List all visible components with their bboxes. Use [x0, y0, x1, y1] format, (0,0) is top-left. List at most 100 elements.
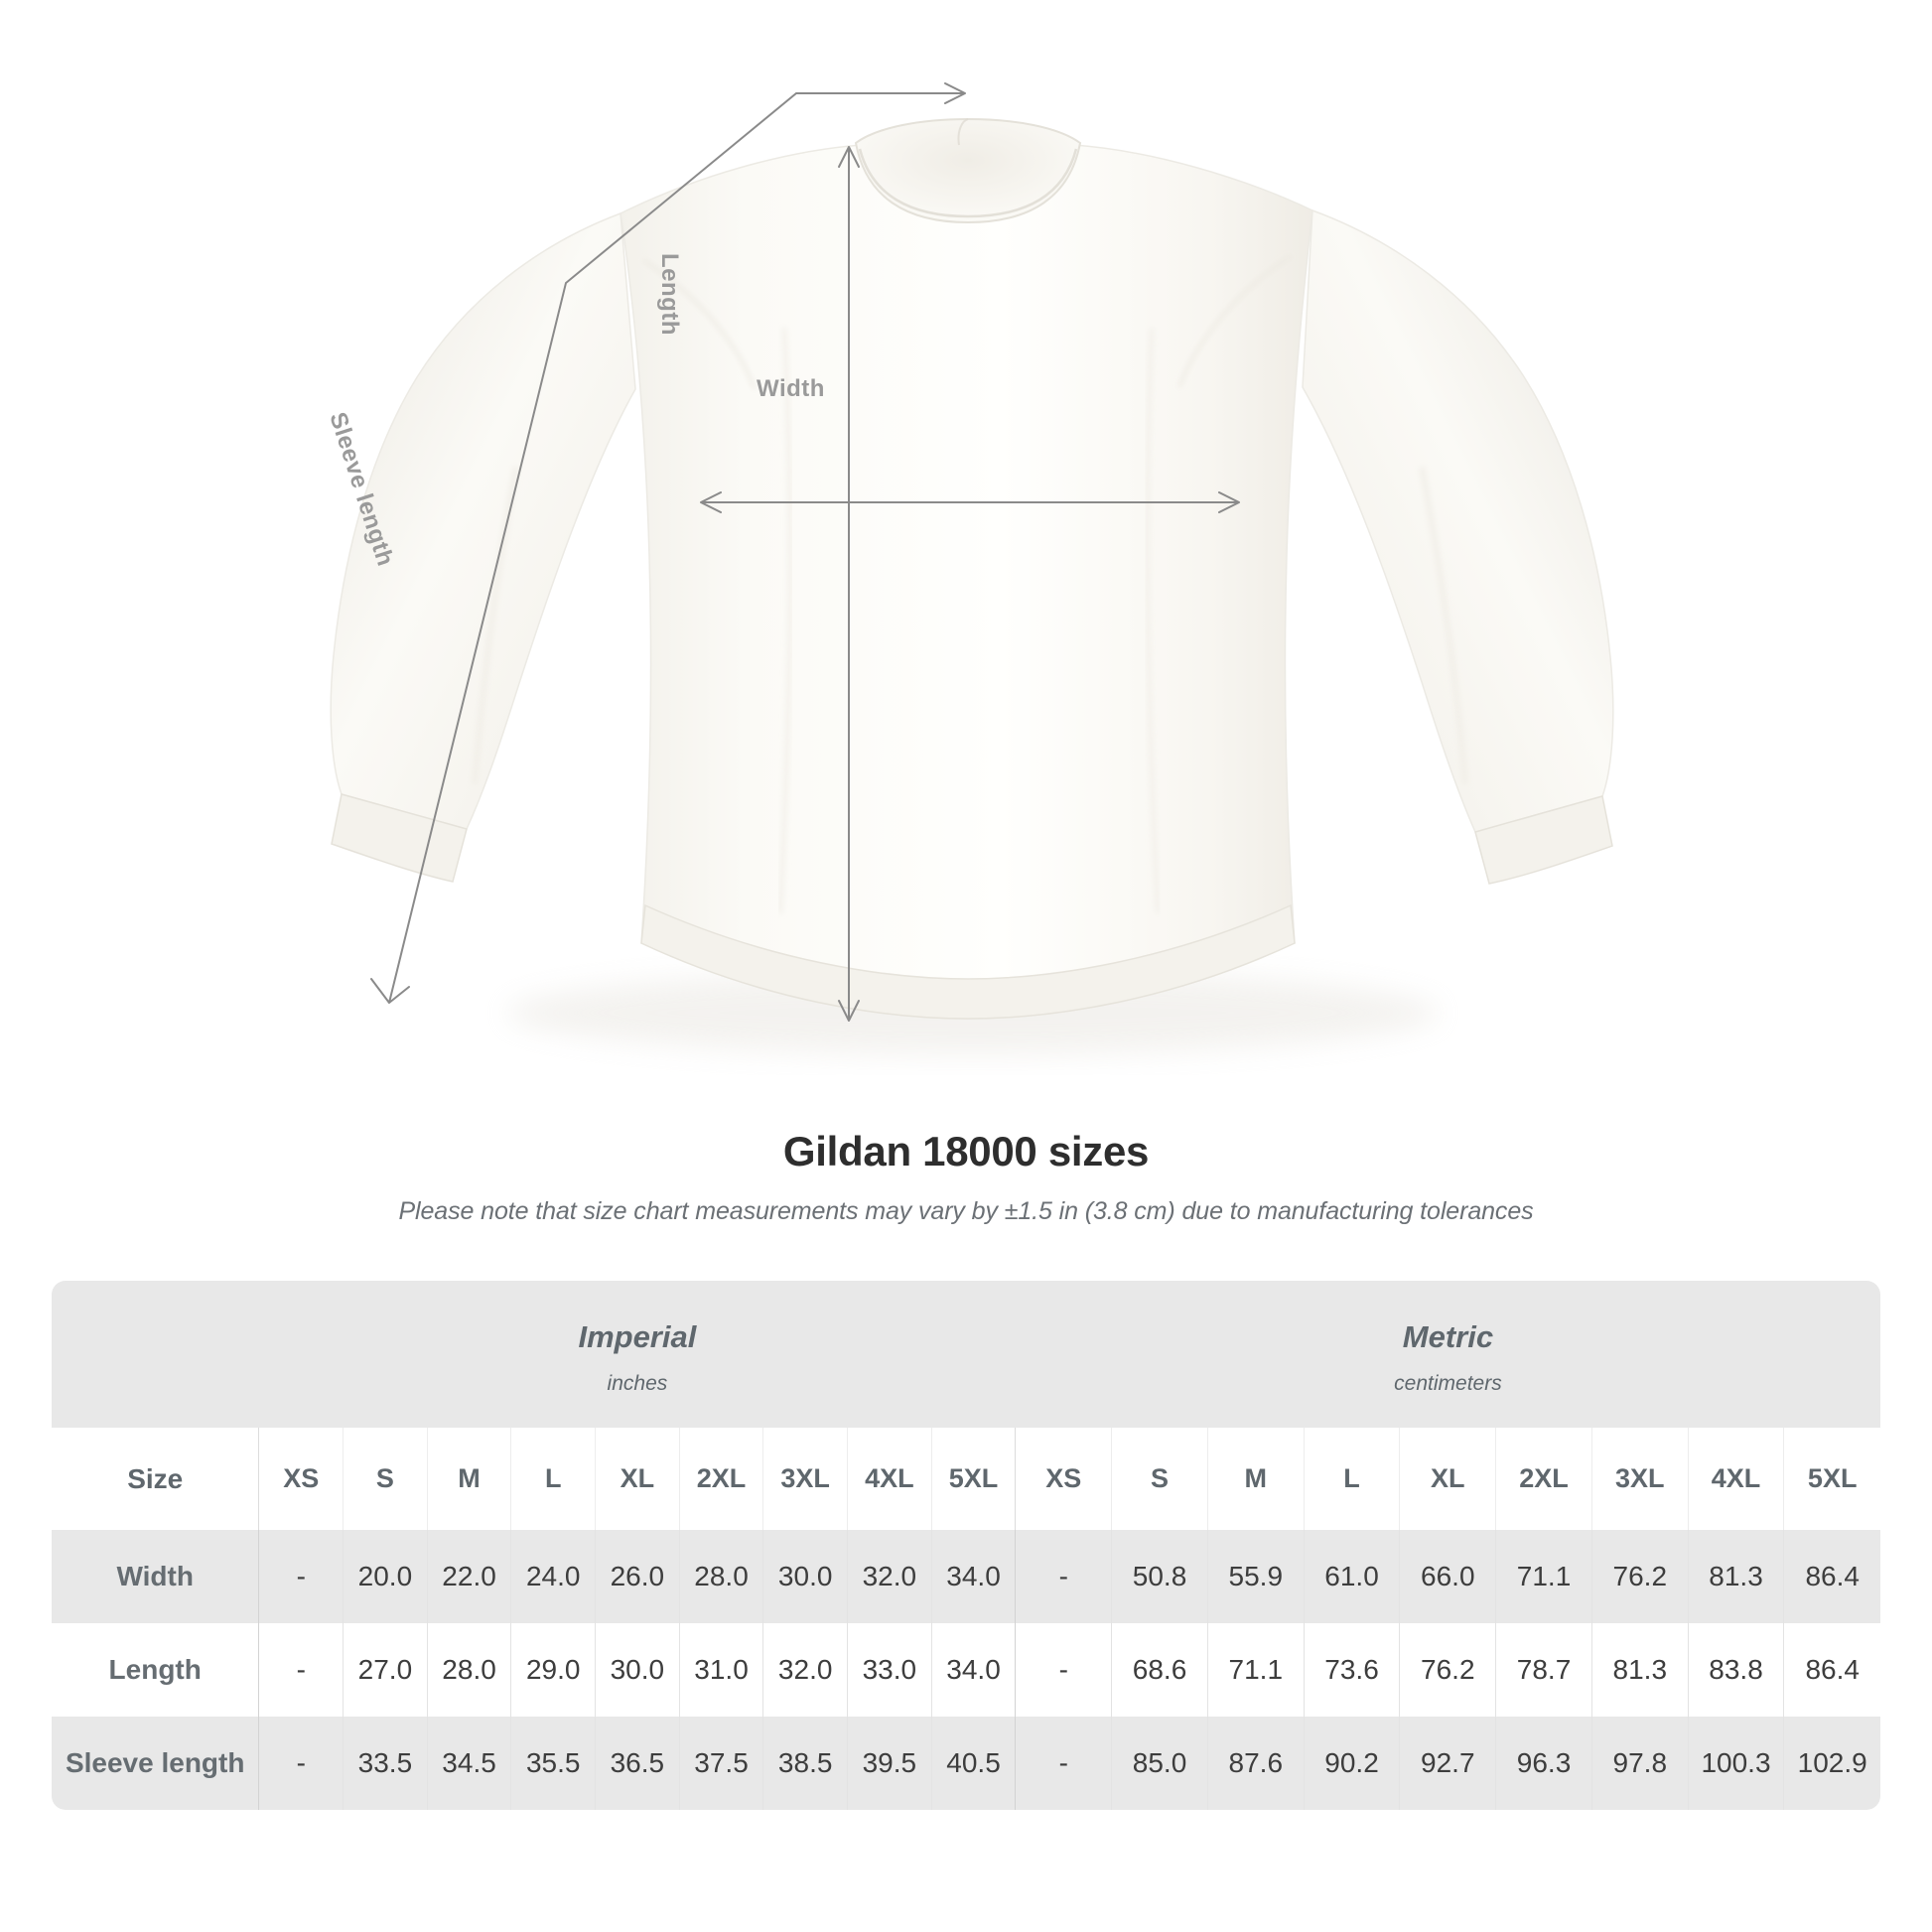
cell-length-met-2xl: 78.7: [1495, 1623, 1592, 1717]
cell-sleeve-met-3xl: 97.8: [1591, 1717, 1689, 1810]
cell-width-met-m: 55.9: [1207, 1530, 1305, 1623]
bottom-hem: [640, 903, 1296, 1020]
size-header-metric-3xl: 3XL: [1591, 1428, 1689, 1530]
page-title: Gildan 18000 sizes: [782, 1128, 1150, 1174]
cell-length-imp-4xl: 33.0: [847, 1623, 932, 1717]
sweatshirt-illustration: [330, 82, 1614, 1054]
right-sleeve: [1302, 208, 1614, 833]
collar-notch: [957, 118, 969, 146]
cell-length-imp-5xl: 34.0: [931, 1623, 1017, 1717]
cell-length-imp-3xl: 32.0: [762, 1623, 848, 1717]
left-shoulder-seam: [642, 258, 757, 390]
cell-width-imp-xs: -: [258, 1530, 345, 1623]
unit-group-row: Imperial inches Metric centimeters: [52, 1281, 1880, 1428]
cell-sleeve-met-l: 90.2: [1304, 1717, 1401, 1810]
cell-length-imp-xl: 30.0: [595, 1623, 680, 1717]
cell-width-imp-s: 20.0: [343, 1530, 428, 1623]
cell-length-met-xl: 76.2: [1399, 1623, 1497, 1717]
cell-length-met-xs: -: [1015, 1623, 1113, 1717]
size-table: Imperial inches Metric centimeters Size …: [52, 1281, 1880, 1810]
header-size-label: Size: [52, 1428, 260, 1530]
cell-length-met-m: 71.1: [1207, 1623, 1305, 1717]
cell-length-imp-s: 27.0: [343, 1623, 428, 1717]
collar-seam: [858, 148, 1078, 218]
cell-width-imp-4xl: 32.0: [847, 1530, 932, 1623]
unit-imperial-name: Imperial: [578, 1318, 697, 1354]
cell-width-imp-2xl: 28.0: [679, 1530, 764, 1623]
size-header-metric-4xl: 4XL: [1688, 1428, 1785, 1530]
size-header-metric-m: M: [1207, 1428, 1305, 1530]
sleeve-measure-line: [370, 82, 966, 1004]
cell-length-met-s: 68.6: [1111, 1623, 1208, 1717]
cell-length-imp-m: 28.0: [427, 1623, 512, 1717]
cell-sleeve-imp-xs: -: [258, 1717, 345, 1810]
size-header-row: Size XS S M L XL 2XL 3XL 4XL 5XL XS S M …: [52, 1428, 1880, 1530]
tolerance-note: Please note that size chart measurements…: [398, 1197, 1534, 1225]
cell-length-imp-xs: -: [258, 1623, 345, 1717]
garment-diagram: Length Width Sleeve length: [324, 82, 1614, 1054]
cell-sleeve-met-xl: 92.7: [1399, 1717, 1497, 1810]
cell-width-imp-5xl: 34.0: [931, 1530, 1017, 1623]
cell-width-imp-3xl: 30.0: [762, 1530, 848, 1623]
size-header-imperial-3xl: 3XL: [762, 1428, 848, 1530]
cell-sleeve-met-s: 85.0: [1111, 1717, 1208, 1810]
cell-sleeve-met-2xl: 96.3: [1495, 1717, 1592, 1810]
width-dimension-label: Width: [757, 375, 825, 402]
collar: [854, 117, 1082, 224]
garment-body: [620, 144, 1313, 1020]
cell-sleeve-imp-l: 35.5: [510, 1717, 597, 1810]
size-header-metric-xl: XL: [1399, 1428, 1497, 1530]
cell-sleeve-imp-5xl: 40.5: [931, 1717, 1017, 1810]
size-header-imperial-l: L: [510, 1428, 597, 1530]
right-cuff: [1474, 795, 1613, 885]
cell-sleeve-imp-2xl: 37.5: [679, 1717, 764, 1810]
size-header-metric-l: L: [1304, 1428, 1401, 1530]
cell-width-met-4xl: 81.3: [1688, 1530, 1785, 1623]
unit-group-imperial: Imperial inches: [258, 1281, 1016, 1428]
size-header-imperial-2xl: 2XL: [679, 1428, 764, 1530]
cell-sleeve-met-5xl: 102.9: [1783, 1717, 1880, 1810]
size-header-imperial-s: S: [343, 1428, 428, 1530]
left-sleeve: [330, 211, 636, 830]
cell-sleeve-met-m: 87.6: [1207, 1717, 1305, 1810]
length-dimension-label: Length: [656, 253, 683, 336]
left-cuff: [331, 793, 468, 883]
size-header-metric-5xl: 5XL: [1783, 1428, 1880, 1530]
size-header-imperial-xl: XL: [595, 1428, 680, 1530]
size-header-imperial-m: M: [427, 1428, 512, 1530]
cell-sleeve-met-xs: -: [1015, 1717, 1113, 1810]
cell-width-met-2xl: 71.1: [1495, 1530, 1592, 1623]
right-shoulder-seam: [1177, 254, 1292, 388]
cell-width-met-5xl: 86.4: [1783, 1530, 1880, 1623]
row-label-width: Width: [52, 1530, 260, 1623]
size-header-imperial-4xl: 4XL: [847, 1428, 932, 1530]
cell-sleeve-met-4xl: 100.3: [1688, 1717, 1785, 1810]
cell-width-met-xl: 66.0: [1399, 1530, 1497, 1623]
cell-width-imp-m: 22.0: [427, 1530, 512, 1623]
cell-sleeve-imp-3xl: 38.5: [762, 1717, 848, 1810]
size-header-metric-xs: XS: [1015, 1428, 1113, 1530]
unit-metric-name: Metric: [1402, 1318, 1494, 1354]
cell-width-imp-l: 24.0: [510, 1530, 597, 1623]
row-label-length: Length: [52, 1623, 260, 1717]
title-block: Gildan 18000 sizes Please note that size…: [0, 1128, 1932, 1226]
cell-width-met-l: 61.0: [1304, 1530, 1401, 1623]
unit-metric-sub: centimeters: [1394, 1372, 1502, 1396]
length-measure-line: [838, 146, 860, 1022]
cell-width-imp-xl: 26.0: [595, 1530, 680, 1623]
size-header-imperial-xs: XS: [258, 1428, 345, 1530]
size-header-metric-s: S: [1111, 1428, 1208, 1530]
width-measure-line: [700, 491, 1240, 513]
cell-width-met-s: 50.8: [1111, 1530, 1208, 1623]
cell-sleeve-imp-m: 34.5: [427, 1717, 512, 1810]
table-row: Width - 20.0 22.0 24.0 26.0 28.0 30.0 32…: [52, 1530, 1880, 1623]
cell-length-met-3xl: 81.3: [1591, 1623, 1689, 1717]
cell-sleeve-imp-s: 33.5: [343, 1717, 428, 1810]
table-row: Length - 27.0 28.0 29.0 30.0 31.0 32.0 3…: [52, 1623, 1880, 1717]
cell-sleeve-imp-xl: 36.5: [595, 1717, 680, 1810]
size-header-imperial-5xl: 5XL: [931, 1428, 1017, 1530]
cell-length-met-5xl: 86.4: [1783, 1623, 1880, 1717]
cell-width-met-xs: -: [1015, 1530, 1113, 1623]
unit-group-metric: Metric centimeters: [1015, 1281, 1880, 1428]
cell-length-met-4xl: 83.8: [1688, 1623, 1785, 1717]
